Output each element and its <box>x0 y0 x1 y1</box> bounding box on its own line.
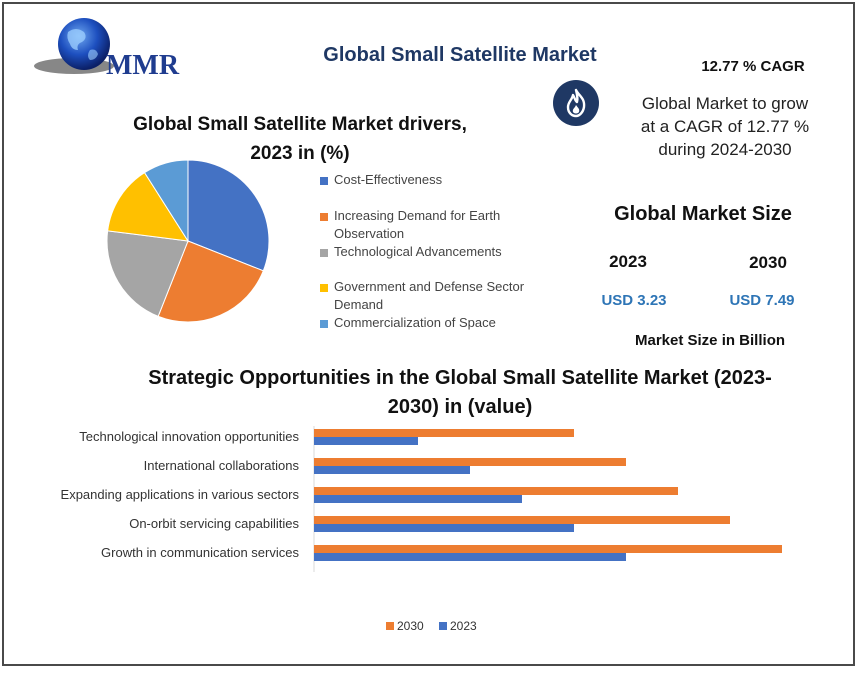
legend-label: Commercialization of Space <box>334 315 496 330</box>
category-label: Expanding applications in various sector… <box>61 487 300 502</box>
globe-icon <box>34 18 114 74</box>
legend-swatch <box>320 177 328 185</box>
category-label: On-orbit servicing capabilities <box>129 516 299 531</box>
cagr-line: at a CAGR of 12.77 % <box>640 117 810 136</box>
category-label: Technological innovation opportunities <box>79 429 299 444</box>
pie-chart-title: Global Small Satellite Market drivers, 2… <box>95 110 505 168</box>
page-title: Global Small Satellite Market <box>323 44 597 66</box>
year-2023-label: 2023 <box>609 252 647 271</box>
pie-title-line: 2023 in (%) <box>250 143 350 164</box>
market-size-note: Market Size in Billion <box>634 332 786 349</box>
bar-2023-0 <box>314 437 418 445</box>
bar-legend-label: 2030 <box>397 619 424 633</box>
cagr-line: Global Market to grow <box>641 94 809 113</box>
mmr-logo: MMR <box>34 14 204 84</box>
category-label: Growth in communication services <box>101 545 299 560</box>
pie-slice-0 <box>187 159 270 272</box>
bar-2030-4 <box>314 545 782 553</box>
flame-icon <box>553 80 599 126</box>
bar-legend-swatch <box>386 622 394 630</box>
logo-text: MMR <box>106 50 180 81</box>
bar-2023-2 <box>314 495 522 503</box>
bar-2023-4 <box>314 553 626 561</box>
market-size-title: Global Market Size <box>614 203 792 225</box>
value-2030: USD 7.49 <box>729 292 795 309</box>
legend-label: Increasing Demand for Earth Observation <box>334 208 501 241</box>
bar-2023-3 <box>314 524 574 532</box>
legend-swatch <box>320 249 328 257</box>
bar-2030-3 <box>314 516 730 524</box>
bar-title-line: Strategic Opportunities in the Global Sm… <box>148 367 772 389</box>
bar-legend-swatch <box>439 622 447 630</box>
bar-title-line: 2030) in (value) <box>387 396 533 418</box>
pie-slice-3 <box>107 171 189 242</box>
legend-label: Cost-Effectiveness <box>334 172 443 187</box>
cagr-label: 12.77 % CAGR <box>701 58 805 75</box>
legend-swatch <box>320 213 328 221</box>
bar-2030-0 <box>314 429 574 437</box>
value-2023: USD 3.23 <box>601 292 667 309</box>
pie-slice-1 <box>157 240 264 323</box>
year-2030-label: 2030 <box>749 253 787 272</box>
cagr-line: during 2024-2030 <box>658 140 792 159</box>
bar-chart-title: Strategic Opportunities in the Global Sm… <box>110 364 810 422</box>
legend-label: Government and Defense Sector Demand <box>334 279 525 312</box>
pie-slice-4 <box>143 159 189 243</box>
bar-2030-1 <box>314 458 626 466</box>
cagr-description: Global Market to grow at a CAGR of 12.77… <box>620 92 830 161</box>
bar-chart: Technological innovation opportunities In… <box>61 426 782 633</box>
bar-2023-1 <box>314 466 470 474</box>
legend-swatch <box>320 284 328 292</box>
pie-chart <box>106 159 270 323</box>
pie-title-line: Global Small Satellite Market drivers, <box>133 114 467 135</box>
bar-2030-2 <box>314 487 678 495</box>
pie-slice-2 <box>106 230 189 317</box>
legend-label: Technological Advancements <box>334 244 502 259</box>
legend-swatch <box>320 320 328 328</box>
bar-legend-label: 2023 <box>450 619 477 633</box>
category-label: International collaborations <box>144 458 300 473</box>
